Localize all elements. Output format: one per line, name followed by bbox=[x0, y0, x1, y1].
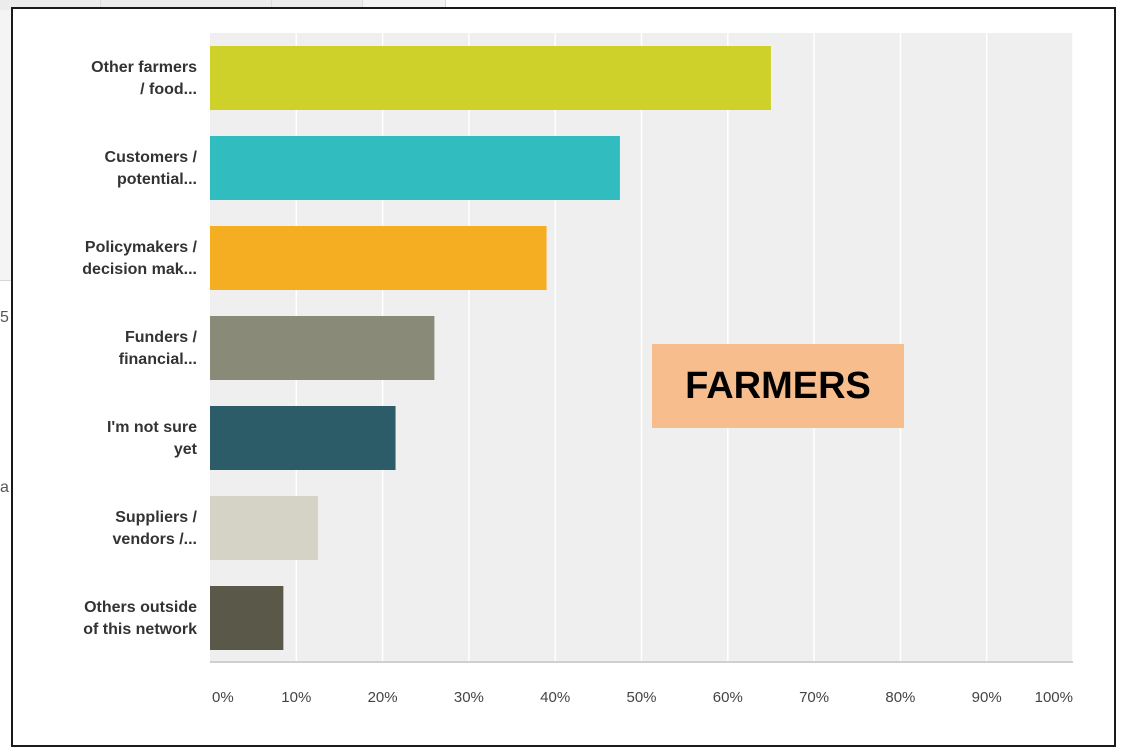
bar bbox=[210, 136, 620, 200]
background-text-fragment: a bbox=[0, 479, 9, 496]
category-label: I'm not sure yet bbox=[107, 419, 198, 458]
bar bbox=[210, 586, 284, 650]
bar bbox=[210, 316, 435, 380]
x-tick-label: 20% bbox=[368, 689, 398, 706]
x-tick-label: 30% bbox=[454, 689, 484, 706]
category-label: Customers / potential... bbox=[105, 149, 198, 188]
category-label: Suppliers / vendors /... bbox=[113, 509, 198, 548]
x-tick-label: 40% bbox=[540, 689, 570, 706]
category-label: Policymakers / decision mak... bbox=[82, 239, 197, 278]
x-tick-label: 50% bbox=[626, 689, 656, 706]
background-tab bbox=[0, 0, 101, 10]
background-tab bbox=[101, 0, 272, 10]
category-label: Funders / financial... bbox=[119, 329, 198, 368]
background-text-fragment: 5 bbox=[0, 309, 9, 326]
category-label: Other farmers / food... bbox=[91, 59, 197, 98]
x-tick-label: 100% bbox=[1035, 689, 1073, 706]
x-tick-label: 0% bbox=[212, 689, 234, 706]
x-tick-label: 70% bbox=[799, 689, 829, 706]
category-label: Others outside of this network bbox=[83, 599, 197, 638]
x-tick-label: 10% bbox=[281, 689, 311, 706]
farmers-label: FARMERS bbox=[652, 344, 904, 428]
x-tick-label: 90% bbox=[972, 689, 1002, 706]
bar bbox=[210, 226, 547, 290]
x-tick-label: 60% bbox=[713, 689, 743, 706]
x-tick-label: 80% bbox=[885, 689, 915, 706]
bar bbox=[210, 496, 318, 560]
bar bbox=[210, 46, 771, 110]
background-tab bbox=[272, 0, 363, 10]
bar bbox=[210, 406, 396, 470]
